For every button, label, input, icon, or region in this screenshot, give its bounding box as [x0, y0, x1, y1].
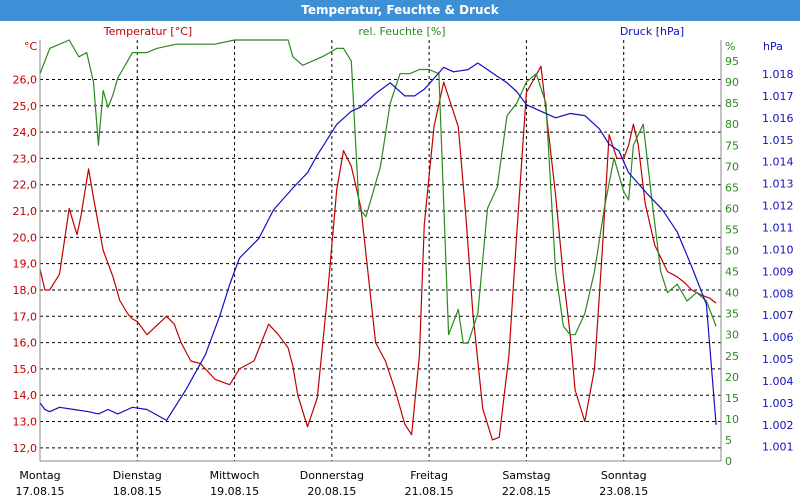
x-date-label: 17.08.15 [16, 485, 65, 498]
x-date-label: 21.08.15 [405, 485, 454, 498]
temperature-tick-label: 15,0 [13, 363, 38, 376]
x-day-label: Mittwoch [210, 469, 260, 482]
humidity-tick-label: 85 [725, 97, 739, 110]
humidity-tick-label: 95 [725, 55, 739, 68]
humidity-tick-label: 65 [725, 181, 739, 194]
x-date-label: 20.08.15 [307, 485, 356, 498]
pressure-tick-label: 1.010 [762, 243, 794, 256]
pressure-tick-label: 1.002 [762, 419, 794, 432]
pressure-tick-label: 1.012 [762, 200, 794, 213]
pressure-tick-label: 1.016 [762, 112, 794, 125]
pressure-tick-label: 1.018 [762, 68, 794, 81]
temperature-tick-label: 24,0 [13, 126, 38, 139]
humidity-tick-label: 50 [725, 245, 739, 258]
x-date-label: 22.08.15 [502, 485, 551, 498]
x-date-label: 19.08.15 [210, 485, 259, 498]
humidity-tick-label: 10 [725, 413, 739, 426]
pressure-tick-label: 1.014 [762, 156, 794, 169]
chart-canvas: 12,0 13,0 14,0 15,0 16,0 17,0 18,0 19,0 20,0 21,0… [13, 25, 794, 498]
pressure-tick-label: 1.015 [762, 134, 794, 147]
temperature-tick-label: 16,0 [13, 337, 38, 350]
humidity-tick-label: 90 [725, 76, 739, 89]
humidity-tick-label: 20 [725, 371, 739, 384]
pressure-tick-label: 1.009 [762, 265, 794, 278]
pressure-tick-label: 1.001 [762, 441, 794, 454]
temperature-tick-label: 20,0 [13, 231, 38, 244]
humidity-tick-label: 75 [725, 139, 739, 152]
pressure-tick-label: 1.011 [762, 221, 794, 234]
plot-area [39, 39, 717, 441]
temperature-unit-label: °C [24, 40, 38, 53]
x-day-label: Donnerstag [300, 469, 364, 482]
temperature-tick-label: 12,0 [13, 442, 38, 455]
temperature-tick-label: 17,0 [13, 310, 38, 323]
x-date-label: 18.08.15 [113, 485, 162, 498]
temperature-tick-label: 23,0 [13, 152, 38, 165]
temperature-tick-label: 14,0 [13, 389, 38, 402]
grid [40, 40, 721, 461]
pressure-tick-label: 1.006 [762, 331, 794, 344]
x-date-label: 23.08.15 [599, 485, 648, 498]
chart-title: Temperatur, Feuchte & Druck [0, 0, 800, 21]
humidity-tick-label: 40 [725, 287, 739, 300]
humidity-axis-title: rel. Feuchte [%] [358, 25, 445, 38]
temperature-tick-label: 22,0 [13, 179, 38, 192]
pressure-axis-title: Druck [hPa] [620, 25, 684, 38]
humidity-tick-label: 70 [725, 160, 739, 173]
temperature-tick-label: 26,0 [13, 73, 38, 86]
humidity-tick-label: 60 [725, 202, 739, 215]
x-day-label: Freitag [410, 469, 448, 482]
pressure-tick-label: 1.007 [762, 309, 794, 322]
axes: 12,0 13,0 14,0 15,0 16,0 17,0 18,0 19,0 20,0 21,0… [13, 25, 794, 498]
pressure-tick-label: 1.017 [762, 90, 794, 103]
temperature-axis-title: Temperatur [°C] [103, 25, 192, 38]
pressure-tick-label: 1.013 [762, 178, 794, 191]
humidity-tick-label: 5 [725, 434, 732, 447]
temperature-tick-label: 18,0 [13, 284, 38, 297]
humidity-tick-label: 0 [725, 455, 732, 468]
temperature-tick-label: 25,0 [13, 100, 38, 113]
humidity-tick-label: 25 [725, 350, 739, 363]
humidity-tick-label: 30 [725, 329, 739, 342]
humidity-series-line [39, 39, 717, 344]
pressure-tick-label: 1.005 [762, 353, 794, 366]
humidity-unit-label: % [725, 40, 735, 53]
temperature-tick-label: 13,0 [13, 416, 38, 429]
temperature-tick-label: 19,0 [13, 258, 38, 271]
humidity-tick-label: 45 [725, 266, 739, 279]
x-day-label: Samstag [502, 469, 550, 482]
humidity-tick-label: 80 [725, 118, 739, 131]
temperature-series-line [39, 65, 717, 441]
pressure-series-line [39, 62, 717, 425]
pressure-tick-label: 1.003 [762, 397, 794, 410]
x-day-label: Montag [19, 469, 60, 482]
pressure-tick-label: 1.008 [762, 287, 794, 300]
humidity-tick-label: 35 [725, 308, 739, 321]
pressure-tick-label: 1.004 [762, 375, 794, 388]
temperature-tick-label: 21,0 [13, 205, 38, 218]
x-day-label: Sonntag [601, 469, 647, 482]
x-day-label: Dienstag [113, 469, 162, 482]
humidity-tick-label: 15 [725, 392, 739, 405]
pressure-unit-label: hPa [763, 40, 783, 53]
humidity-tick-label: 55 [725, 223, 739, 236]
